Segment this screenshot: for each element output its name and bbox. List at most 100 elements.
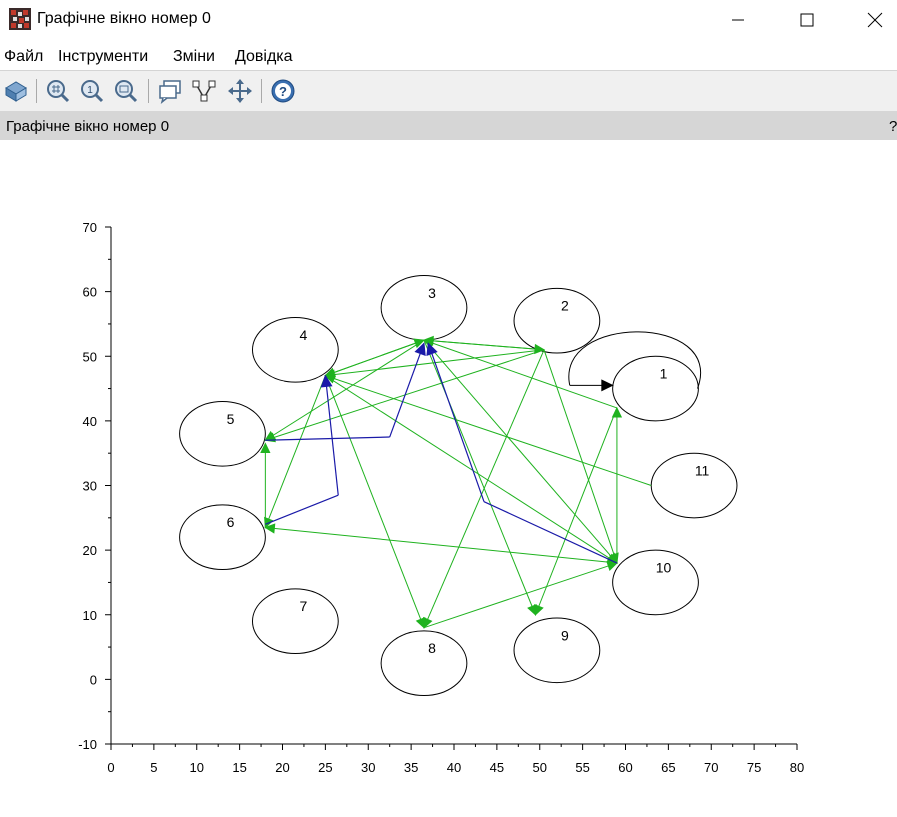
graph-edge-arrowhead: [534, 604, 544, 616]
title-bar: Графічне вікно номер 0: [0, 0, 897, 40]
edit-curve-button[interactable]: [190, 77, 218, 105]
x-tick-label: 50: [533, 760, 547, 775]
x-tick-label: 5: [150, 760, 157, 775]
x-tick-label: 65: [661, 760, 675, 775]
zoom-out-button[interactable]: [112, 77, 140, 105]
graph-node: [612, 355, 699, 422]
y-tick-label: 50: [83, 349, 97, 364]
plot-area[interactable]: 0 5 10 15 20 25 30 35 40 45 50 55 60 65 70 75 80 -10 0 10 20…: [0, 140, 897, 812]
path-edge: [483, 501, 618, 564]
x-tick-label: 35: [404, 760, 418, 775]
pan-icon: [228, 79, 252, 103]
datatip-button[interactable]: [156, 77, 184, 105]
graph-node-label: 6: [227, 514, 235, 530]
zoom-reset-button[interactable]: 1: [78, 77, 106, 105]
graph-node: [380, 630, 468, 697]
rotate-button[interactable]: [2, 77, 30, 105]
edit-curve-icon: [192, 80, 216, 102]
graph-node-label: 10: [656, 559, 672, 575]
y-tick-label: 30: [83, 479, 97, 494]
menu-edit[interactable]: Зміни: [173, 48, 215, 65]
menu-file[interactable]: Файл: [4, 48, 44, 65]
graph-edge: [543, 349, 618, 564]
graph-edge: [423, 339, 618, 409]
self-loop-edge: [568, 331, 701, 389]
toolbar-separator: [36, 79, 37, 103]
zoom-in-button[interactable]: [44, 77, 72, 105]
graph-node-label: 9: [561, 627, 569, 643]
graph-edge-arrowhead: [264, 523, 276, 534]
y-tick-label: 40: [83, 414, 97, 429]
path-edge: [427, 343, 485, 502]
toolbar-separator: [261, 79, 262, 103]
path-edge-arrowhead: [426, 342, 438, 356]
x-tick-label: 40: [447, 760, 461, 775]
graph-edge-arrowhead: [606, 561, 619, 571]
graph-node-label: 8: [428, 640, 436, 656]
graph-node: [179, 400, 266, 467]
graph-edge: [324, 375, 425, 628]
x-tick-label: 15: [232, 760, 246, 775]
menu-divider: [0, 70, 897, 71]
graph-edge: [423, 339, 618, 564]
svg-text:?: ?: [279, 84, 287, 99]
toolbar: 1: [0, 71, 897, 111]
x-tick-label: 0: [107, 760, 114, 775]
graph-edge: [325, 339, 425, 377]
y-tick-label: 70: [83, 220, 97, 235]
graph-edge: [265, 339, 425, 441]
x-tick-label: 25: [318, 760, 332, 775]
minimize-icon: [732, 19, 744, 21]
graph-node-label: 2: [561, 298, 569, 314]
graph-node-label: 5: [227, 411, 235, 427]
status-help-mark: ?: [889, 118, 897, 135]
datatip-icon: [159, 80, 181, 104]
graph-edge: [423, 562, 618, 629]
menu-bar: Файл Інструменти Зміни Довідка: [0, 44, 897, 70]
x-tick-label: 30: [361, 760, 375, 775]
figure-label: Графічне вікно номер 0: [6, 118, 170, 135]
maximize-button[interactable]: [784, 0, 830, 40]
window-title: Графічне вікно номер 0: [37, 10, 211, 27]
graph-node: [612, 549, 699, 616]
maximize-icon: [800, 13, 814, 27]
x-tick-label: 75: [747, 760, 761, 775]
path-edge-arrowhead: [414, 342, 426, 357]
help-button[interactable]: ?: [269, 77, 297, 105]
graph-node-label: 1: [660, 366, 668, 382]
pan-button[interactable]: [226, 77, 254, 105]
graph-node: [513, 617, 601, 684]
y-tick-label: 10: [83, 608, 97, 623]
svg-text:1: 1: [87, 85, 93, 96]
zoom-in-icon: [47, 80, 70, 103]
rotate-icon: [5, 81, 27, 102]
graph-plot[interactable]: 0 5 10 15 20 25 30 35 40 45 50 55 60 65 70 75 80-1001020…: [0, 140, 897, 812]
graph-edge-arrowhead: [422, 338, 435, 349]
path-edge: [265, 494, 339, 525]
close-icon: [867, 12, 883, 28]
close-button[interactable]: [852, 0, 897, 40]
graph-edge-arrowhead: [260, 442, 271, 454]
graph-edge: [264, 375, 326, 528]
x-tick-label: 55: [575, 760, 589, 775]
graph-node-label: 11: [695, 463, 710, 479]
x-tick-label: 60: [618, 760, 632, 775]
graph-node-label: 4: [299, 327, 307, 343]
y-tick-label: 0: [90, 672, 97, 687]
help-icon: ?: [271, 79, 295, 103]
graph-edge: [423, 349, 545, 628]
path-edge: [265, 436, 390, 441]
menu-tools[interactable]: Інструменти: [58, 48, 149, 65]
graph-edge-arrowhead: [413, 338, 426, 349]
graph-edge-arrowhead: [415, 616, 426, 629]
path-edge: [389, 343, 425, 438]
y-tick-label: -10: [78, 737, 97, 752]
graph-node: [513, 287, 601, 354]
minimize-button[interactable]: [715, 0, 761, 40]
path-edge: [324, 375, 339, 496]
graph-edge: [325, 375, 652, 486]
menu-help[interactable]: Довідка: [235, 48, 293, 65]
figure-label-bar: Графічне вікно номер 0 ?: [0, 111, 897, 140]
zoom-out-icon: [115, 80, 138, 103]
y-tick-label: 20: [83, 543, 97, 558]
